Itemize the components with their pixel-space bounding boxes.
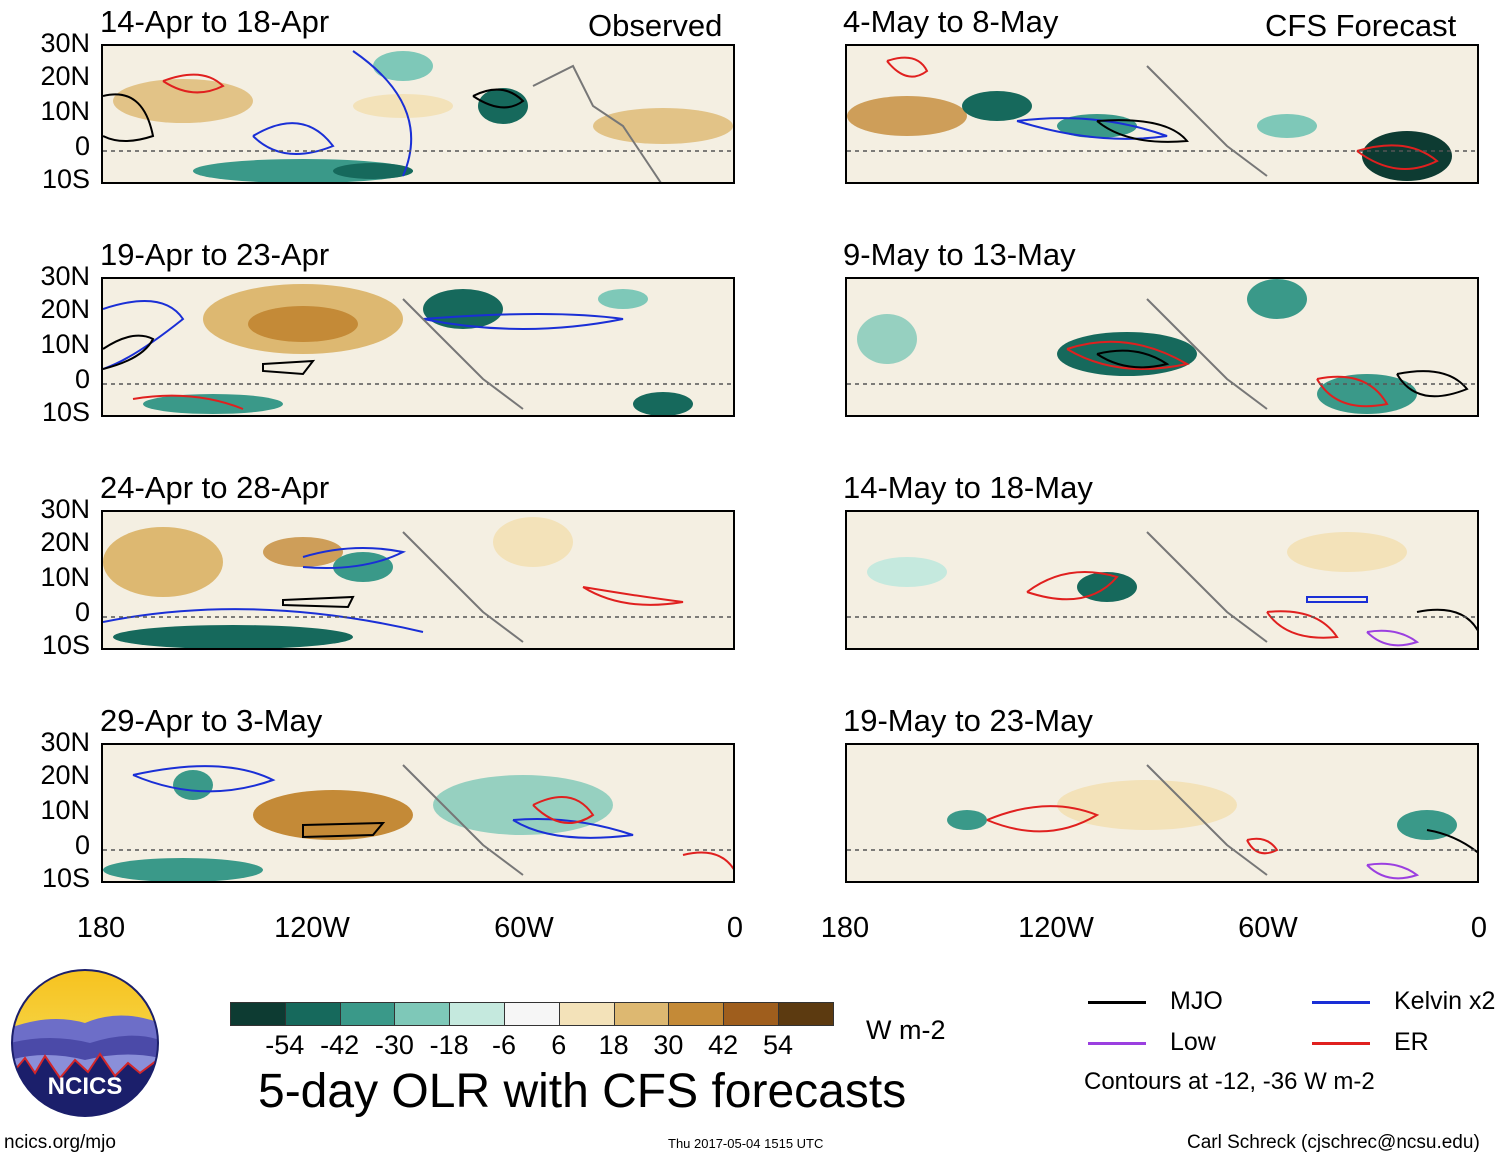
- lon-label-fc-2: 60W: [1238, 912, 1298, 944]
- panel-title-fc-4: 19-May to 23-May: [843, 703, 1093, 738]
- lat-label: 20N: [40, 294, 90, 324]
- lat-label: 30N: [40, 494, 90, 524]
- colorbar-tick-label: 30: [653, 1030, 684, 1060]
- colorbar-swatch: [394, 1002, 451, 1026]
- lat-label: 20N: [40, 61, 90, 91]
- legend-mjo-line: [1088, 1001, 1146, 1004]
- map-observed-3: [101, 510, 735, 650]
- footer-timestamp: Thu 2017-05-04 1515 UTC: [668, 1136, 824, 1151]
- lon-label-fc-1: 120W: [1018, 912, 1094, 944]
- cfs-forecast-label: CFS Forecast: [1265, 8, 1457, 43]
- contour-note: Contours at -12, -36 W m-2: [1084, 1068, 1375, 1095]
- footer-author: Carl Schreck (cjschrec@ncsu.edu): [1187, 1132, 1480, 1153]
- lat-label: 10N: [40, 329, 90, 359]
- lon-label-obs-2: 60W: [494, 912, 554, 944]
- panel-title-obs-2: 19-Apr to 23-Apr: [100, 237, 330, 272]
- colorbar-tick-label: -54: [265, 1030, 305, 1060]
- colorbar-swatch: [230, 1002, 286, 1026]
- colorbar-tick-label: 42: [708, 1030, 739, 1060]
- colorbar-tick-label: -42: [320, 1030, 360, 1060]
- lat-label: 10S: [41, 863, 90, 893]
- colorbar-swatch: [778, 1002, 834, 1026]
- legend-er-line: [1312, 1042, 1370, 1045]
- map-observed-4: [101, 743, 735, 883]
- colorbar-swatch: [339, 1002, 396, 1026]
- colorbar-swatch: [668, 1002, 725, 1026]
- map-observed-2: [101, 277, 735, 417]
- lat-label: 30N: [40, 727, 90, 757]
- legend-low-label: Low: [1170, 1028, 1216, 1056]
- lat-label: 10N: [40, 96, 90, 126]
- ncics-logo: NCICS: [10, 968, 160, 1118]
- lat-label: 20N: [40, 760, 90, 790]
- legend-kelvin-line: [1312, 1001, 1370, 1004]
- lat-label: 30N: [40, 28, 90, 58]
- colorbar-swatch: [284, 1002, 341, 1026]
- lon-label-obs-3: 0: [726, 912, 744, 944]
- colorbar-units: W m-2: [866, 1015, 946, 1045]
- lon-label-obs-1: 120W: [274, 912, 350, 944]
- map-forecast-4: [845, 743, 1479, 883]
- footer-url[interactable]: ncics.org/mjo: [4, 1132, 116, 1153]
- lat-label: 0: [74, 131, 90, 161]
- legend-low-line: [1088, 1042, 1146, 1045]
- legend-mjo-label: MJO: [1170, 987, 1223, 1015]
- map-forecast-2: [845, 277, 1479, 417]
- colorbar-tick-label: -18: [429, 1030, 469, 1060]
- colorbar-swatch: [723, 1002, 779, 1026]
- lat-label: 0: [74, 830, 90, 860]
- panel-title-obs-1: 14-Apr to 18-Apr: [100, 4, 330, 39]
- colorbar-tick-label: 6: [551, 1030, 567, 1060]
- lon-label-fc-3: 0: [1470, 912, 1488, 944]
- lat-label: 20N: [40, 527, 90, 557]
- colorbar-swatch: [504, 1002, 560, 1026]
- colorbar-tick-label: -30: [374, 1030, 414, 1060]
- lat-label: 0: [74, 364, 90, 394]
- panel-title-obs-4: 29-Apr to 3-May: [100, 703, 323, 738]
- lat-label: 10N: [40, 795, 90, 825]
- lon-label-obs-0: 180: [76, 912, 126, 944]
- colorbar-swatch: [558, 1002, 615, 1026]
- colorbar-swatch: [613, 1002, 670, 1026]
- map-forecast-3: [845, 510, 1479, 650]
- logo-text: NCICS: [48, 1073, 123, 1100]
- colorbar-swatch: [449, 1002, 505, 1026]
- lat-label: 0: [74, 597, 90, 627]
- colorbar-tick-label: 54: [762, 1030, 794, 1060]
- legend-er-label: ER: [1394, 1028, 1429, 1056]
- lat-label: 10S: [41, 630, 90, 660]
- map-observed-1: [101, 44, 735, 184]
- lon-label-fc-0: 180: [820, 912, 870, 944]
- legend-kelvin-label: Kelvin x2: [1394, 987, 1496, 1015]
- panel-title-fc-1: 4-May to 8-May: [843, 4, 1059, 39]
- lat-label: 10N: [40, 562, 90, 592]
- panel-title-fc-3: 14-May to 18-May: [843, 470, 1093, 505]
- panel-title-fc-2: 9-May to 13-May: [843, 237, 1076, 272]
- lat-label: 10S: [41, 397, 90, 427]
- panel-title-obs-3: 24-Apr to 28-Apr: [100, 470, 330, 505]
- main-title: 5-day OLR with CFS forecasts: [258, 1065, 907, 1118]
- observed-label: Observed: [588, 8, 723, 43]
- colorbar-tick-label: -6: [491, 1030, 517, 1060]
- colorbar-tick-label: 18: [598, 1030, 629, 1060]
- map-forecast-1: [845, 44, 1479, 184]
- lat-label: 30N: [40, 261, 90, 291]
- lat-label: 10S: [41, 164, 90, 194]
